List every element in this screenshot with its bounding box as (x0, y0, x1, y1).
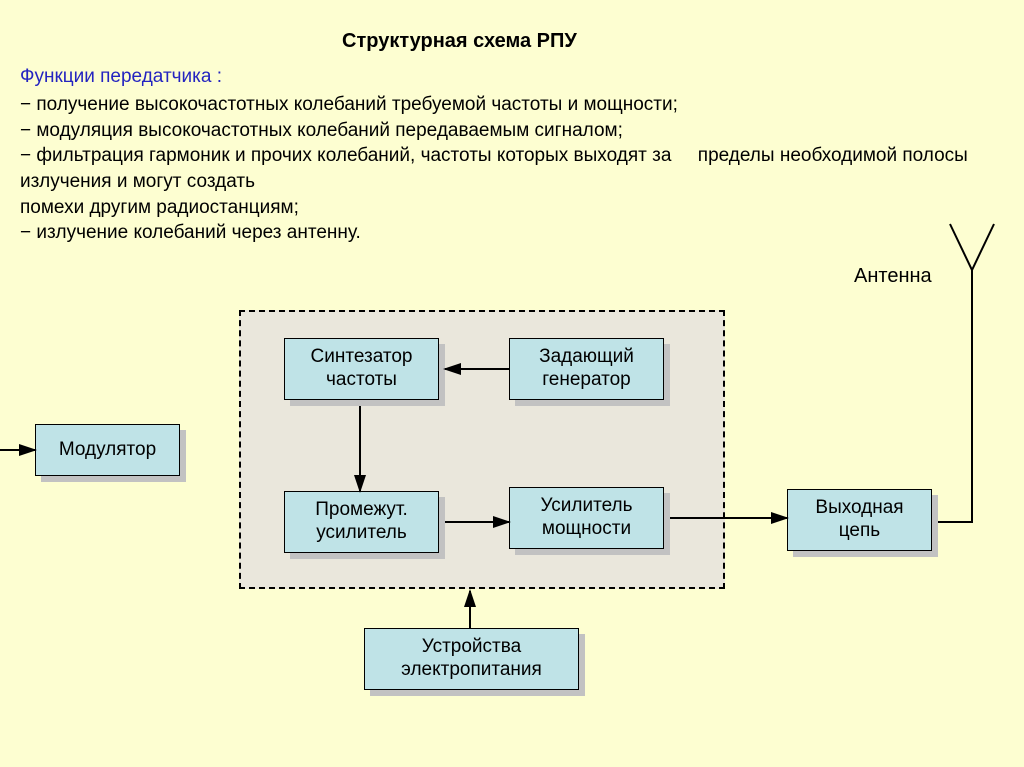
node-master_osc-label: Задающий генератор (509, 338, 664, 400)
functions-list: − получение высокочастотных колебаний тр… (20, 92, 980, 246)
node-pre_amp: Промежут. усилитель (284, 491, 439, 553)
page-title: Структурная схема РПУ (342, 30, 577, 53)
node-modulator-label: Модулятор (35, 424, 180, 476)
antenna-label: Антенна (854, 265, 932, 288)
node-output-label: Выходная цепь (787, 489, 932, 551)
node-power_amp-label: Усилитель мощности (509, 487, 664, 549)
node-synth-label: Синтезатор частоты (284, 338, 439, 400)
node-synth: Синтезатор частоты (284, 338, 439, 400)
antenna-icon (938, 224, 994, 522)
node-psu-label: Устройства электропитания (364, 628, 579, 690)
functions-heading: Функции передатчика : (20, 66, 222, 88)
node-psu: Устройства электропитания (364, 628, 579, 690)
node-power_amp: Усилитель мощности (509, 487, 664, 549)
node-modulator: Модулятор (35, 424, 180, 476)
node-output: Выходная цепь (787, 489, 932, 551)
node-pre_amp-label: Промежут. усилитель (284, 491, 439, 553)
node-master_osc: Задающий генератор (509, 338, 664, 400)
